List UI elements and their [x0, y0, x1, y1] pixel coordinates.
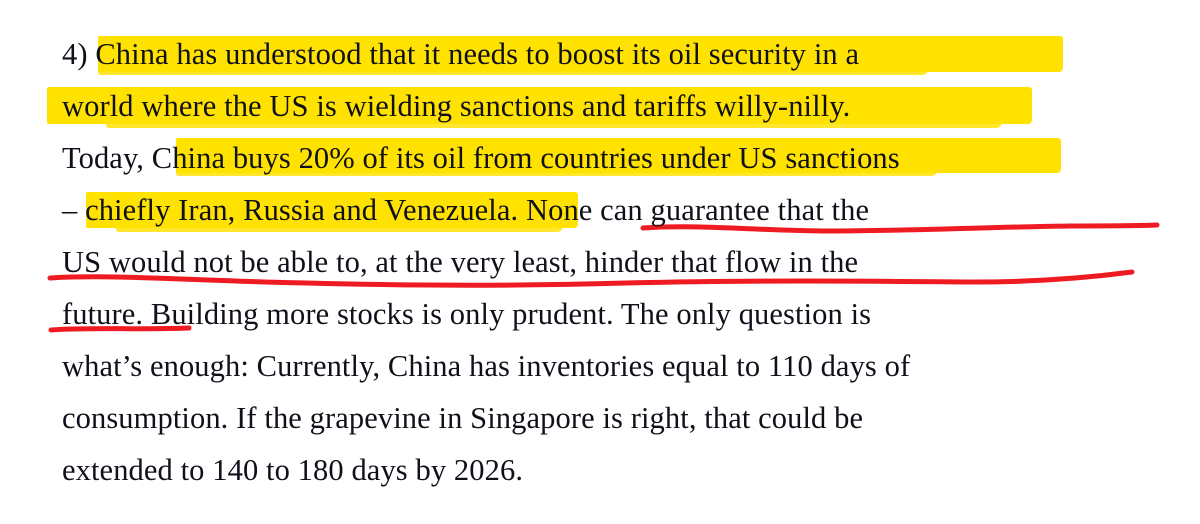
text-line-9: extended to 140 to 180 days by 2026. [62, 444, 1152, 496]
text-line-2-content: world where the US is wielding sanctions… [62, 89, 851, 123]
text-line-8-content: consumption. If the grapevine in Singapo… [62, 401, 864, 435]
text-line-9-content: extended to 140 to 180 days by 2026. [62, 453, 524, 487]
text-line-6-content: future. Building more stocks is only pru… [62, 297, 872, 331]
text-line-7-content: what’s enough: Currently, China has inve… [62, 349, 911, 383]
text-line-5-content: US would not be able to, at the very lea… [62, 245, 859, 279]
text-line-6: future. Building more stocks is only pru… [48, 288, 1152, 340]
text-line-3-content: Today, China buys 20% of its oil from co… [62, 141, 900, 175]
text-line-5: US would not be able to, at the very lea… [47, 236, 1152, 288]
text-line-8: consumption. If the grapevine in Singapo… [62, 392, 1152, 444]
text-line-7: what’s enough: Currently, China has inve… [62, 340, 1152, 392]
text-line-1-content: 4) China has understood that it needs to… [62, 37, 860, 71]
text-line-3: Today, China buys 20% of its oil from co… [62, 132, 1152, 184]
text-line-4-content: – chiefly Iran, Russia and Venezuela. No… [62, 193, 870, 227]
text-line-4: – chiefly Iran, Russia and Venezuela. No… [62, 184, 1160, 236]
text-line-1: 4) China has understood that it needs to… [62, 28, 1152, 80]
document-text-body: 4) China has understood that it needs to… [47, 28, 1160, 496]
text-line-2: world where the US is wielding sanctions… [47, 80, 1152, 132]
